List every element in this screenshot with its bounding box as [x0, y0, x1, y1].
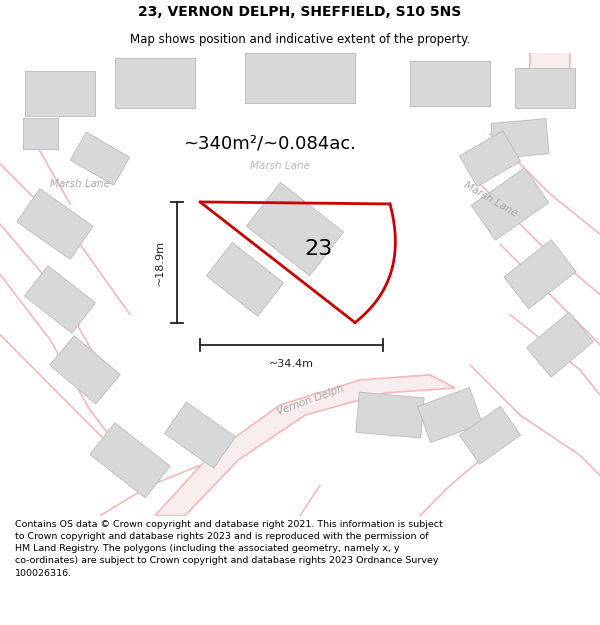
Polygon shape: [356, 392, 424, 438]
Text: Marsh Lane: Marsh Lane: [250, 161, 310, 171]
Polygon shape: [247, 182, 343, 276]
Polygon shape: [17, 189, 93, 259]
Polygon shape: [23, 119, 58, 149]
Polygon shape: [155, 375, 455, 516]
Polygon shape: [460, 406, 521, 464]
Text: 23: 23: [304, 239, 332, 259]
Polygon shape: [115, 58, 195, 108]
Text: Marsh Lane: Marsh Lane: [461, 179, 518, 218]
Polygon shape: [515, 68, 575, 108]
Text: ~34.4m: ~34.4m: [269, 359, 314, 369]
Text: Marsh Lane: Marsh Lane: [50, 179, 110, 189]
Polygon shape: [418, 388, 482, 442]
Text: Vernon Delph: Vernon Delph: [275, 383, 345, 417]
Text: ~340m²/~0.084ac.: ~340m²/~0.084ac.: [184, 134, 356, 152]
Polygon shape: [245, 53, 355, 103]
Polygon shape: [25, 266, 95, 333]
Polygon shape: [50, 336, 120, 404]
Polygon shape: [499, 0, 570, 100]
Polygon shape: [206, 242, 284, 316]
Text: Map shows position and indicative extent of the property.: Map shows position and indicative extent…: [130, 33, 470, 46]
Text: 23, VERNON DELPH, SHEFFIELD, S10 5NS: 23, VERNON DELPH, SHEFFIELD, S10 5NS: [139, 4, 461, 19]
Polygon shape: [491, 119, 549, 159]
Polygon shape: [504, 240, 576, 309]
Polygon shape: [472, 168, 548, 240]
Polygon shape: [460, 131, 520, 186]
Polygon shape: [90, 423, 170, 498]
Text: Contains OS data © Crown copyright and database right 2021. This information is : Contains OS data © Crown copyright and d…: [15, 520, 443, 578]
Text: ~18.9m: ~18.9m: [155, 240, 165, 285]
Polygon shape: [25, 71, 95, 116]
Polygon shape: [70, 132, 130, 185]
Polygon shape: [410, 61, 490, 106]
Polygon shape: [527, 312, 593, 377]
Polygon shape: [164, 402, 235, 468]
